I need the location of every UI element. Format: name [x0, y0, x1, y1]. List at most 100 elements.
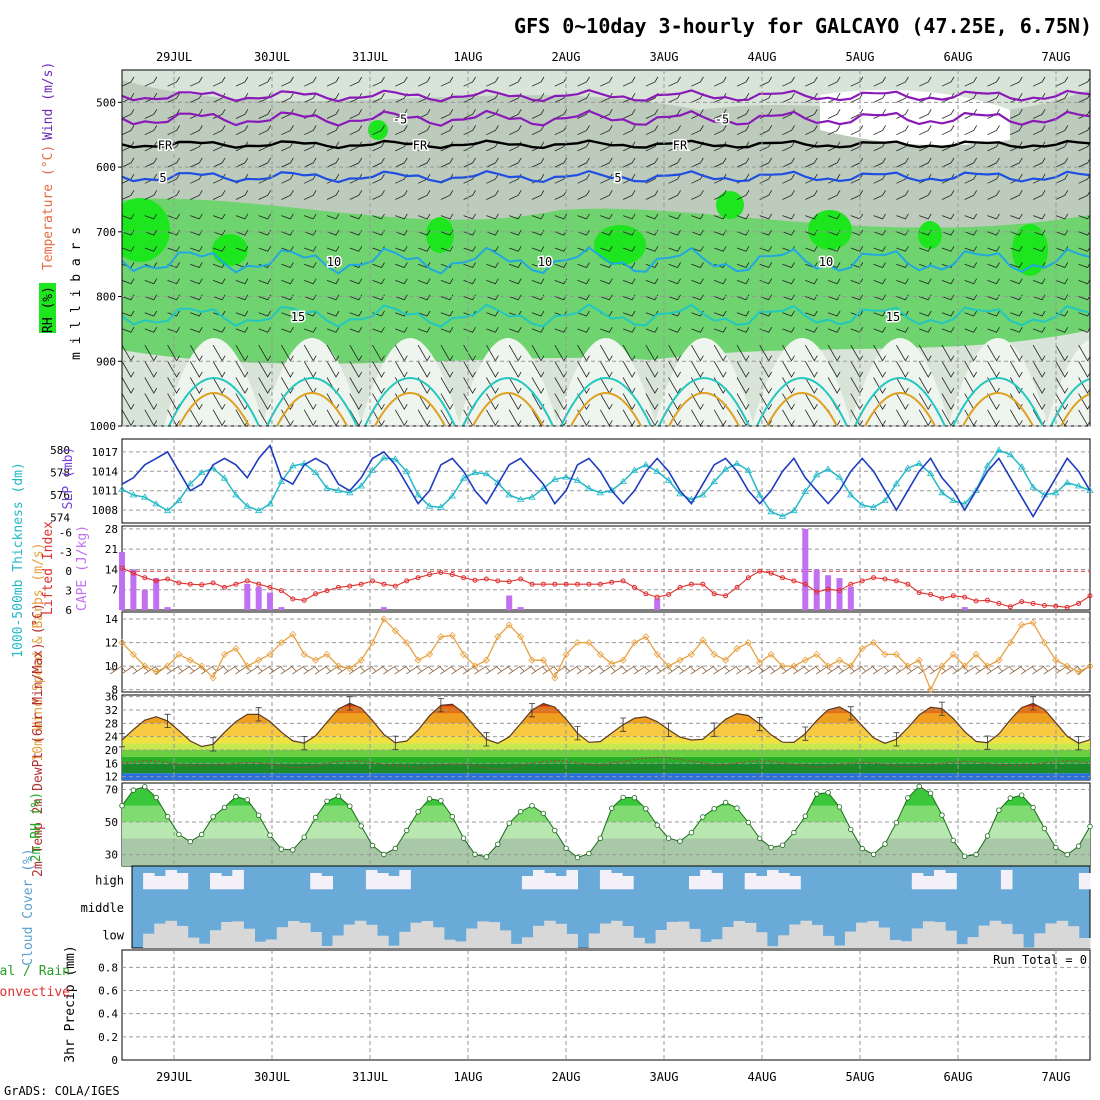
wind-barb: [304, 262, 317, 268]
surface-wind-barb: [383, 665, 396, 675]
low-cloud-fill: [232, 921, 244, 948]
wind-barb: [941, 157, 955, 168]
wind-barb: [395, 326, 408, 333]
wind-barb: [918, 344, 932, 362]
slp-thickness-panel: 1008 1011 1014 1017 574 576 578 580: [50, 438, 1094, 524]
cape-tick-label: 21: [105, 543, 118, 556]
thickness-marker: [437, 503, 445, 510]
date-label-bottom: 29JUL: [156, 1070, 192, 1084]
high-cloud-gap: [321, 876, 333, 890]
wind-barb: [691, 262, 704, 268]
wind-barb: [326, 246, 340, 252]
rh-high-patch: [122, 198, 170, 262]
lifted-index-marker: [1007, 604, 1013, 610]
wind-barb: [1055, 92, 1069, 103]
isotherm-dome-25: [472, 392, 544, 426]
lifted-index-marker: [882, 576, 888, 582]
wind-barb: [964, 190, 978, 200]
lifted-index-marker: [313, 591, 319, 597]
wind-barb: [1055, 361, 1069, 378]
wind-barb: [440, 361, 454, 378]
wind-barb: [509, 326, 522, 333]
wind-barb: [782, 76, 795, 87]
wind-barb: [1010, 246, 1023, 252]
wind-barb: [577, 310, 590, 317]
rh-marker: [882, 841, 888, 847]
wind-barb: [577, 213, 590, 220]
wind-barb: [964, 344, 978, 362]
wind-barb: [281, 278, 294, 285]
wind-barb: [281, 377, 294, 394]
wind-barb: [463, 326, 476, 333]
wind-barb: [258, 377, 272, 394]
wind-barb: [167, 377, 180, 394]
lifted-index-marker: [916, 590, 922, 596]
wind-barb: [440, 409, 454, 426]
wind-barb: [919, 190, 932, 200]
wind-speed-marker: [482, 656, 490, 664]
wind-speed-marker: [983, 662, 992, 670]
wind-barb: [1010, 326, 1023, 333]
temp-tick-label: 32: [105, 704, 118, 717]
wind-barb: [531, 361, 545, 378]
wind-speed-marker: [904, 662, 912, 670]
isotherm-dome-20: [1050, 377, 1090, 426]
surface-wind-barb: [269, 665, 282, 675]
wind-barb: [212, 246, 226, 252]
temp-band: [122, 763, 1090, 774]
lifted-index-marker: [540, 581, 546, 587]
thickness-marker: [425, 502, 434, 509]
lifted-index-marker: [586, 581, 592, 587]
wind-barb: [714, 109, 727, 119]
wind-speed-marker: [118, 639, 126, 647]
wind-barb: [850, 190, 864, 200]
wind-barb: [531, 213, 545, 220]
isotherm-dome-20: [462, 377, 554, 426]
wind-barb: [600, 76, 613, 87]
surface-wind-barb: [1009, 665, 1022, 675]
rh-marker: [1019, 792, 1025, 798]
wind-barb: [577, 190, 590, 200]
low-cloud-fill: [143, 933, 155, 948]
wind-barb: [486, 278, 499, 285]
wind-barb: [304, 125, 317, 136]
low-cloud-fill: [689, 928, 701, 948]
wind-barb: [827, 278, 841, 285]
thickness-marker: [471, 468, 479, 475]
wind-barb: [804, 393, 818, 410]
low-cloud-fill: [711, 939, 723, 948]
wind-speed-marker: [972, 650, 980, 658]
wind-barb: [190, 76, 203, 87]
rh-marker: [984, 833, 991, 839]
lifted-index-marker: [950, 593, 956, 599]
isotherm-label: 10: [819, 255, 833, 269]
wind-barb: [258, 326, 272, 333]
wind-barb: [827, 377, 841, 394]
wind-barb: [577, 294, 590, 301]
boundary-layer-dome: [458, 338, 558, 426]
wind-barb: [167, 278, 180, 285]
lifted-index-marker: [654, 594, 660, 600]
wind-barb: [736, 326, 750, 333]
surface-wind-barb: [542, 665, 556, 675]
lifted-index-marker: [1087, 593, 1093, 599]
minmax-errorbar: [1075, 736, 1082, 751]
isotherm-label: 15: [291, 310, 305, 324]
wind-barb: [395, 213, 408, 220]
wind-barb: [964, 125, 978, 136]
surface-wind-barb: [405, 665, 419, 675]
wind-barb: [622, 213, 636, 220]
wind-barb: [258, 361, 272, 378]
temp-tick-label: 28: [105, 717, 118, 730]
wind-speed-marker: [1040, 639, 1048, 647]
rh-marker: [1053, 844, 1059, 851]
wind-barb: [668, 262, 681, 268]
wind-barb: [759, 278, 773, 285]
wind-barb: [759, 246, 773, 252]
slp-tick-label: 1014: [92, 465, 119, 478]
wind-barb: [873, 173, 886, 184]
thickness-marker: [1017, 463, 1026, 470]
wind-barb: [804, 409, 818, 426]
wind-barb: [873, 190, 886, 200]
wind-barb: [1010, 76, 1023, 87]
